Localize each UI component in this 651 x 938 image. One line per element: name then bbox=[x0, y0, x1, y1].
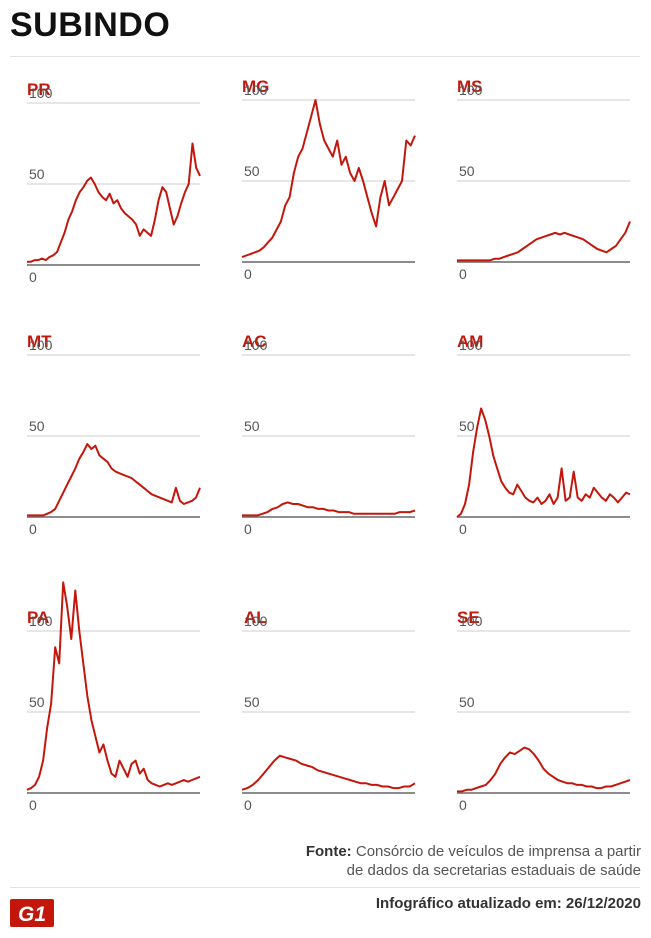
tick-label-mt-0: 0 bbox=[29, 521, 37, 537]
state-label-am: AM bbox=[457, 332, 484, 351]
source-line-2: de dados da secretarias estaduais de saú… bbox=[346, 862, 641, 879]
series-line-am bbox=[456, 407, 631, 518]
tick-label-mg-0: 0 bbox=[244, 266, 252, 282]
state-label-ms: MS bbox=[457, 77, 483, 96]
source-note: Fonte: Consórcio de veículos de imprensa… bbox=[306, 842, 641, 880]
tick-label-pr-100: 100 bbox=[29, 85, 53, 101]
chart-pr: 0 50 100 bbox=[27, 85, 201, 285]
chart-panel-pr: PR 0 50 100 bbox=[25, 75, 225, 305]
tick-label-al-50: 50 bbox=[244, 694, 260, 710]
updated-label: Infográfico atualizado em: bbox=[375, 895, 562, 912]
chart-se: 0 50 100 bbox=[457, 613, 631, 813]
chart-panel-mt: MT 0 50 100 bbox=[25, 327, 225, 557]
state-label-mg: MG bbox=[242, 77, 270, 96]
tick-label-ac-100: 100 bbox=[244, 337, 268, 353]
tick-label-ac-50: 50 bbox=[244, 418, 260, 434]
tick-label-se-50: 50 bbox=[459, 694, 475, 710]
series-line-ac bbox=[242, 501, 416, 517]
series-line-mt bbox=[27, 443, 201, 517]
tick-label-se-0: 0 bbox=[459, 797, 467, 813]
tick-label-pa-100: 100 bbox=[29, 613, 53, 629]
state-label-ac: AC bbox=[242, 332, 267, 351]
tick-label-am-0: 0 bbox=[459, 521, 467, 537]
chart-pa: 0 50 100 bbox=[26, 581, 201, 813]
tick-label-ms-100: 100 bbox=[459, 82, 483, 98]
state-label-se: SE bbox=[457, 608, 480, 627]
source-label: Fonte: bbox=[305, 843, 352, 860]
updated-note: Infográfico atualizado em: 26/12/2020 bbox=[376, 895, 641, 912]
tick-label-pr-0: 0 bbox=[29, 269, 37, 285]
tick-label-mg-100: 100 bbox=[244, 82, 268, 98]
series-line-al bbox=[241, 754, 416, 791]
tick-label-am-100: 100 bbox=[459, 337, 483, 353]
state-label-mt: MT bbox=[27, 332, 52, 351]
bottom-divider bbox=[10, 887, 640, 888]
series-line-pr bbox=[27, 142, 201, 263]
tick-label-mg-50: 50 bbox=[244, 163, 260, 179]
tick-label-al-0: 0 bbox=[244, 797, 252, 813]
chart-panel-ms: MS 0 50 100 bbox=[455, 72, 651, 302]
chart-al: 0 50 100 bbox=[241, 613, 416, 813]
chart-panel-ac: AC 0 50 100 bbox=[240, 327, 440, 557]
tick-label-pa-0: 0 bbox=[29, 797, 37, 813]
state-label-pr: PR bbox=[27, 80, 51, 99]
tick-label-ac-0: 0 bbox=[244, 521, 252, 537]
tick-label-mt-50: 50 bbox=[29, 418, 45, 434]
chart-ms: 0 50 100 bbox=[457, 82, 631, 282]
chart-mt: 0 50 100 bbox=[27, 337, 201, 537]
page-title: SUBINDO bbox=[10, 6, 171, 44]
chart-panel-al: AL 0 50 100 bbox=[240, 603, 440, 833]
tick-label-se-100: 100 bbox=[459, 613, 483, 629]
state-label-pa: PA bbox=[27, 608, 50, 627]
tick-label-am-50: 50 bbox=[459, 418, 475, 434]
chart-ac: 0 50 100 bbox=[242, 337, 416, 537]
g1-logo-icon: G1 bbox=[10, 899, 54, 927]
tick-label-pa-50: 50 bbox=[29, 694, 45, 710]
tick-label-pr-50: 50 bbox=[29, 166, 45, 182]
chart-am: 0 50 100 bbox=[456, 337, 631, 537]
series-line-pa bbox=[26, 581, 201, 791]
series-line-se bbox=[457, 746, 631, 793]
chart-panel-am: AM 0 50 100 bbox=[455, 327, 651, 557]
chart-panel-mg: MG 0 50 100 bbox=[240, 72, 440, 302]
series-line-ms bbox=[457, 221, 631, 262]
top-divider bbox=[10, 56, 640, 57]
chart-panel-se: SE 0 50 100 bbox=[455, 603, 651, 833]
source-line-1: Consórcio de veículos de imprensa a part… bbox=[355, 843, 641, 860]
tick-label-al-100: 100 bbox=[244, 613, 268, 629]
series-line-mg bbox=[241, 99, 416, 259]
tick-label-mt-100: 100 bbox=[29, 337, 53, 353]
chart-mg: 0 50 100 bbox=[241, 82, 416, 282]
tick-label-ms-0: 0 bbox=[459, 266, 467, 282]
logo-text: G1 bbox=[18, 903, 46, 926]
updated-date: 26/12/2020 bbox=[565, 895, 641, 912]
state-label-al: AL bbox=[244, 608, 267, 627]
tick-label-ms-50: 50 bbox=[459, 163, 475, 179]
chart-panel-pa: PA 0 50 100 bbox=[25, 581, 225, 833]
